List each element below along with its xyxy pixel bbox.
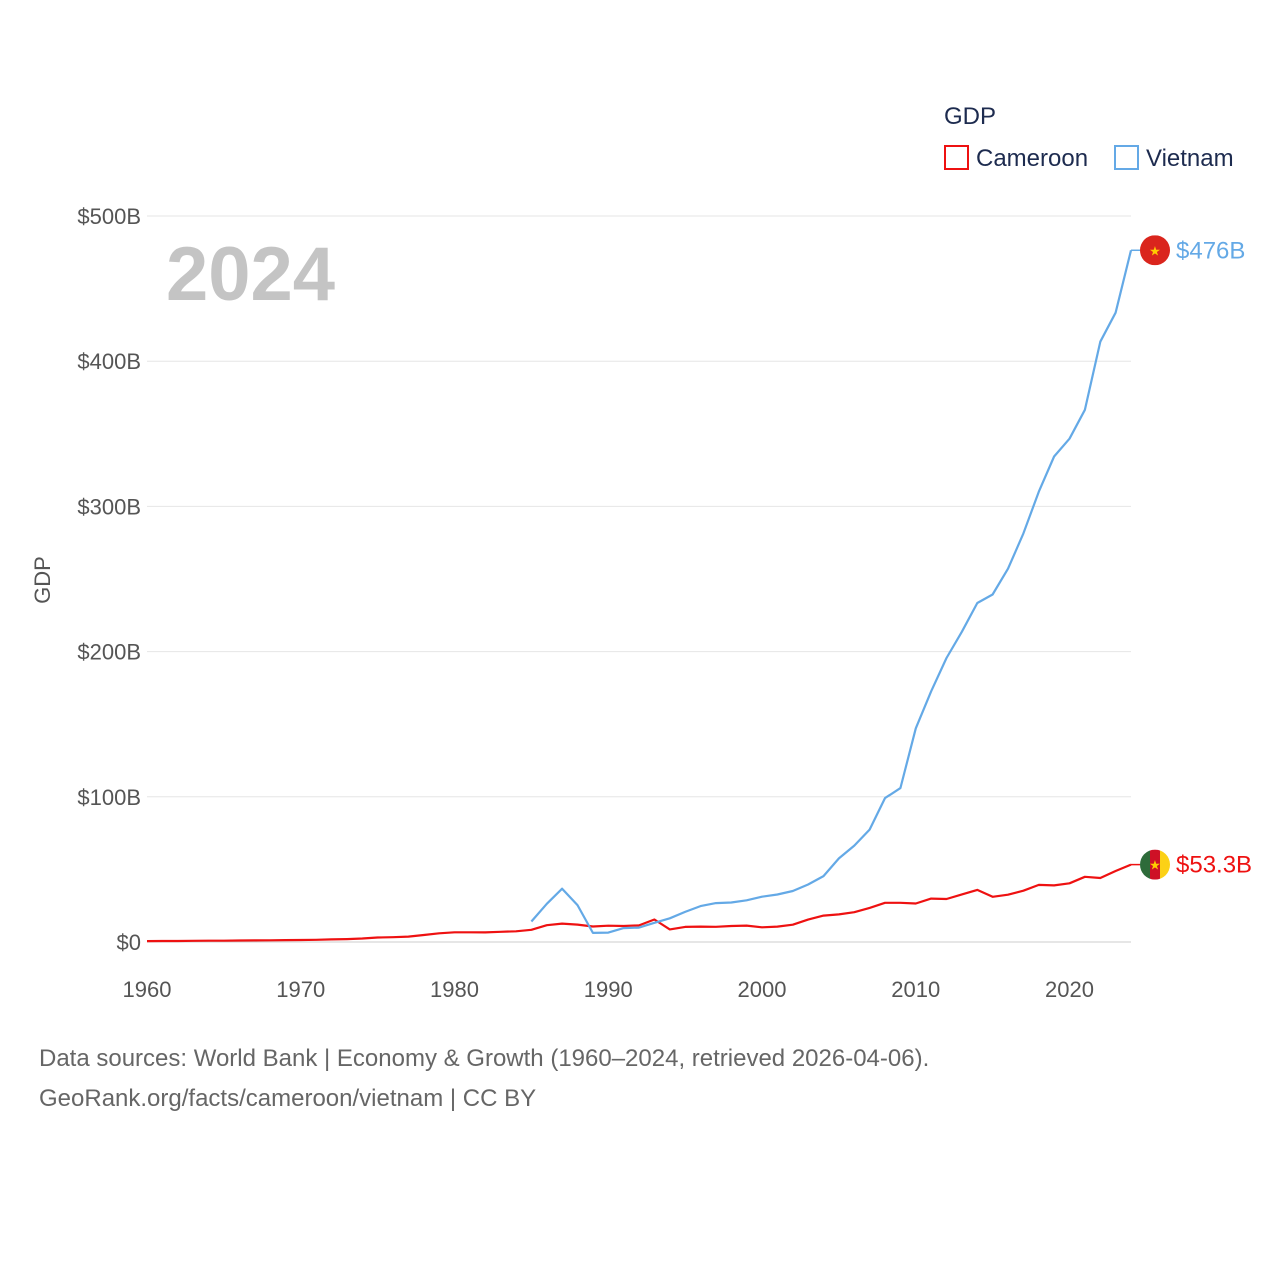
series-end-markers: ★ $53.3B ★ $476B (1131, 235, 1252, 880)
end-value-label: $53.3B (1176, 852, 1252, 879)
x-tick-label: 1980 (430, 977, 479, 1002)
y-tick-label: $500B (77, 204, 141, 229)
cameroon-flag-icon: ★ (1140, 849, 1170, 880)
y-tick-label: $400B (77, 349, 141, 374)
x-axis-ticks: 1960 1970 1980 1990 2000 2010 2020 (123, 977, 1094, 1002)
x-tick-label: 2020 (1045, 977, 1094, 1002)
legend-swatch-vietnam (1114, 145, 1139, 170)
series-line-cameroon (146, 863, 1132, 943)
legend-title: GDP (944, 103, 996, 130)
year-label: 2024 (166, 232, 335, 317)
footer-credit[interactable]: GeoRank.org/facts/cameroon/vietnam | CC … (39, 1085, 537, 1112)
y-tick-label: $0 (117, 930, 141, 955)
series-line-vietnam (530, 250, 1133, 935)
legend-label-cameroon: Cameroon (976, 145, 1088, 172)
footer-source: Data sources: World Bank | Economy & Gro… (39, 1045, 930, 1072)
legend-swatch-cameroon (944, 145, 969, 170)
legend[interactable]: Cameroon Vietnam (944, 145, 1234, 172)
series-lines (146, 250, 1133, 943)
gridlines (147, 215, 1131, 943)
end-value-label: $476B (1176, 237, 1245, 264)
x-tick-label: 1960 (123, 977, 172, 1002)
y-axis-label: GDP (30, 556, 55, 604)
vietnam-flag-icon: ★ (1140, 235, 1170, 266)
star-icon: ★ (1149, 859, 1161, 874)
x-tick-label: 2000 (738, 977, 787, 1002)
star-icon: ★ (1149, 244, 1161, 259)
x-tick-label: 1990 (584, 977, 633, 1002)
y-tick-label: $300B (77, 494, 141, 519)
x-tick-label: 2010 (891, 977, 940, 1002)
y-axis-ticks: $0 $100B $200B $300B $400B $500B (77, 204, 141, 955)
legend-label-vietnam: Vietnam (1146, 145, 1234, 172)
x-tick-label: 1970 (276, 977, 325, 1002)
y-tick-label: $100B (77, 785, 141, 810)
y-tick-label: $200B (77, 640, 141, 665)
